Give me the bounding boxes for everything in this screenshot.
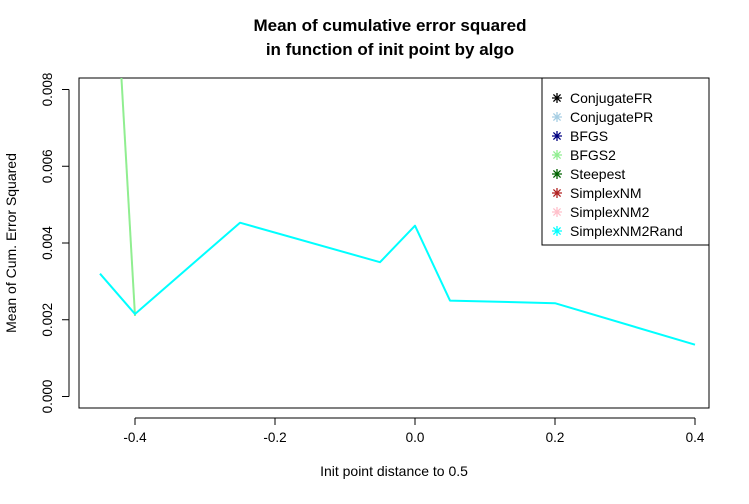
x-axis-label: Init point distance to 0.5: [320, 463, 468, 479]
series-line-simplexnm2rand: [99, 221, 696, 346]
legend-label: ConjugatePR: [570, 109, 653, 125]
asterisk-icon: [552, 150, 562, 160]
x-tick-label: -0.4: [123, 430, 147, 445]
y-axis: 0.000 0.002 0.004 0.006 0.008: [40, 73, 70, 414]
legend-item-simplexnm2rand: SimplexNM2Rand: [552, 223, 683, 239]
y-tick-label: 0.006: [40, 149, 55, 183]
series-line-bfgs2: [120, 78, 136, 316]
legend-label: SimplexNM2Rand: [570, 223, 683, 239]
legend-item-bfgs2: BFGS2: [552, 147, 616, 163]
asterisk-icon: [552, 169, 562, 179]
legend-label: BFGS2: [570, 147, 616, 163]
y-tick-label: 0.008: [40, 73, 55, 107]
chart-title-line-1: Mean of cumulative error squared: [253, 16, 526, 35]
legend-item-conjugatepr: ConjugatePR: [552, 109, 653, 125]
legend-item-simplexnm2: SimplexNM2: [552, 204, 650, 220]
chart-title-line-2: in function of init point by algo: [266, 40, 514, 59]
y-tick-label: 0.002: [40, 303, 55, 337]
legend-item-simplexnm: SimplexNM: [552, 185, 642, 201]
legend-label: SimplexNM: [570, 185, 642, 201]
asterisk-icon: [552, 188, 562, 198]
legend-label: BFGS: [570, 128, 608, 144]
legend-label: SimplexNM2: [570, 204, 650, 220]
asterisk-icon: [552, 93, 562, 103]
x-axis: -0.4 -0.2 0.0 0.2 0.4: [123, 417, 705, 445]
asterisk-icon: [552, 112, 562, 122]
series-layer: [99, 78, 696, 346]
legend-label: ConjugateFR: [570, 90, 653, 106]
legend-box: [541, 77, 710, 246]
y-tick-label: 0.004: [40, 226, 55, 260]
asterisk-icon: [552, 131, 562, 141]
legend-label: Steepest: [570, 166, 625, 182]
asterisk-icon: [552, 207, 562, 217]
legend: ConjugateFR ConjugatePR BFGS BFGS2 Steepest S…: [541, 77, 710, 246]
x-tick-label: 0.0: [406, 430, 425, 445]
legend-item-bfgs: BFGS: [552, 128, 608, 144]
y-tick-label: 0.000: [40, 380, 55, 414]
legend-item-conjugatefr: ConjugateFR: [552, 90, 653, 106]
x-tick-label: -0.2: [263, 430, 286, 445]
x-tick-label: 0.2: [546, 430, 565, 445]
legend-item-steepest: Steepest: [552, 166, 625, 182]
y-axis-label: Mean of Cum. Error Squared: [3, 153, 19, 333]
asterisk-icon: [552, 226, 562, 236]
x-tick-label: 0.4: [686, 430, 705, 445]
